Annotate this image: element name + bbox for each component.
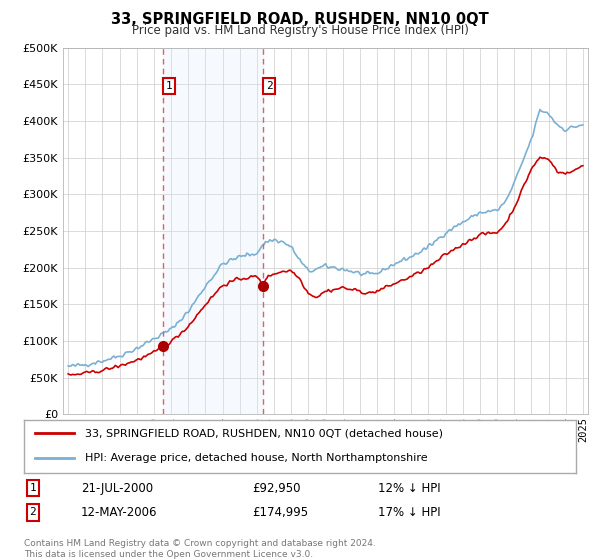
Text: £174,995: £174,995	[252, 506, 308, 519]
Text: 33, SPRINGFIELD ROAD, RUSHDEN, NN10 0QT (detached house): 33, SPRINGFIELD ROAD, RUSHDEN, NN10 0QT …	[85, 428, 443, 438]
Text: 2: 2	[29, 507, 37, 517]
Bar	[163, 48, 263, 414]
Text: HPI: Average price, detached house, North Northamptonshire: HPI: Average price, detached house, Nort…	[85, 453, 427, 463]
Text: 21-JUL-2000: 21-JUL-2000	[81, 482, 153, 495]
Text: 12% ↓ HPI: 12% ↓ HPI	[378, 482, 440, 495]
Text: £92,950: £92,950	[252, 482, 301, 495]
Text: 12-MAY-2006: 12-MAY-2006	[81, 506, 157, 519]
Text: 1: 1	[166, 81, 173, 91]
Text: 2: 2	[266, 81, 272, 91]
Text: 17% ↓ HPI: 17% ↓ HPI	[378, 506, 440, 519]
Text: Contains HM Land Registry data © Crown copyright and database right 2024.
This d: Contains HM Land Registry data © Crown c…	[24, 539, 376, 559]
Text: 33, SPRINGFIELD ROAD, RUSHDEN, NN10 0QT: 33, SPRINGFIELD ROAD, RUSHDEN, NN10 0QT	[111, 12, 489, 27]
Text: 1: 1	[29, 483, 37, 493]
Text: Price paid vs. HM Land Registry's House Price Index (HPI): Price paid vs. HM Land Registry's House …	[131, 24, 469, 36]
